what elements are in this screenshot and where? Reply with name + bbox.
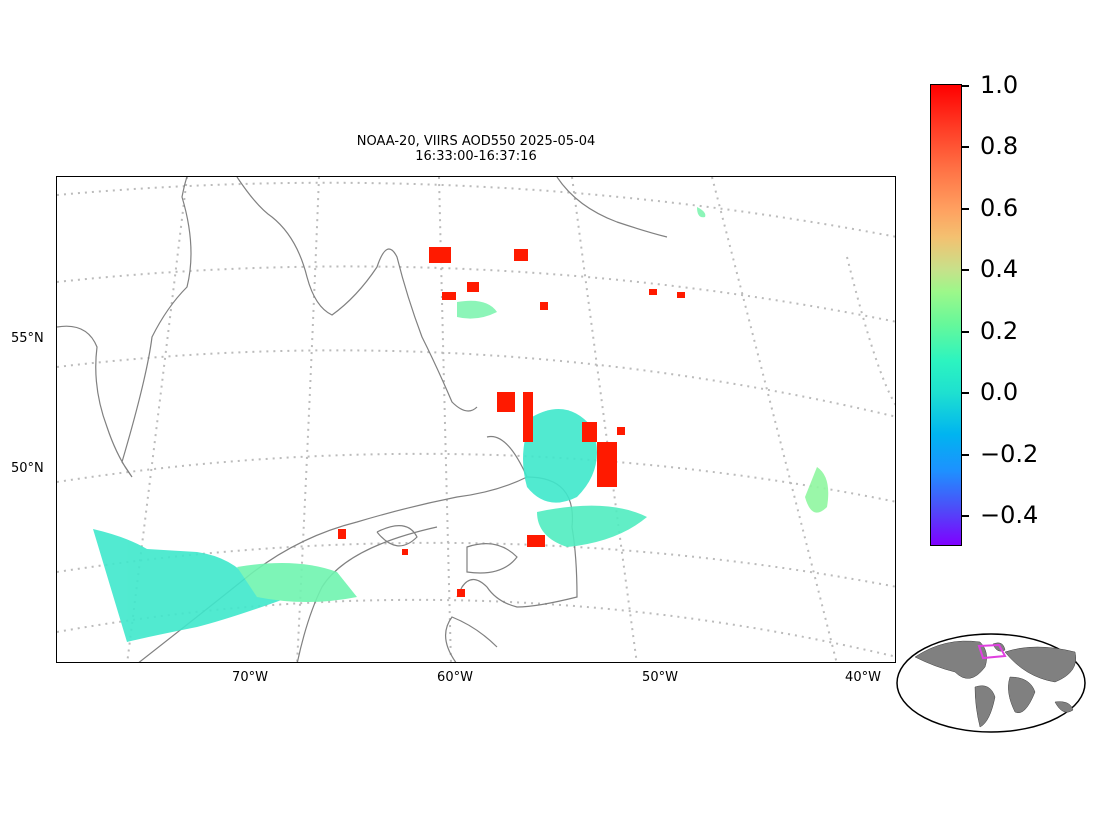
- colorbar-tick: [962, 269, 969, 271]
- colorbar-label: 1.0: [980, 71, 1019, 99]
- lat-label-55: 55°N: [11, 331, 44, 346]
- lon-label-40w: 40°W: [845, 670, 881, 685]
- colorbar-label: 0.2: [980, 317, 1019, 345]
- inset-globe-map: [895, 632, 1087, 734]
- colorbar-label: 0.8: [980, 132, 1019, 160]
- colorbar-label: 0.0: [980, 378, 1019, 406]
- colorbar-label: 0.4: [980, 255, 1019, 283]
- lat-label-50: 50°N: [11, 461, 44, 476]
- lon-label-70w: 70°W: [232, 670, 268, 685]
- inset-region-box: [977, 643, 1007, 660]
- aod-high-values: [338, 247, 685, 597]
- colorbar-tick: [962, 208, 969, 210]
- colorbar-tick: [962, 331, 969, 333]
- map-title-line2: 16:33:00-16:37:16: [415, 149, 537, 164]
- lon-label-50w: 50°W: [642, 670, 678, 685]
- colorbar-label: −0.2: [980, 440, 1039, 468]
- colorbar-tick: [962, 392, 969, 394]
- colorbar-tick: [962, 454, 969, 456]
- colorbar-label: −0.4: [980, 501, 1039, 529]
- colorbar: [930, 84, 962, 546]
- graticule: [57, 177, 895, 662]
- aod-low-values: [93, 207, 829, 642]
- map-svg: [57, 177, 895, 662]
- colorbar-tick: [962, 515, 969, 517]
- inset-continents: [914, 640, 1077, 728]
- colorbar-label: 0.6: [980, 194, 1019, 222]
- map-title-line1: NOAA-20, VIIRS AOD550 2025-05-04: [356, 134, 596, 149]
- colorbar-tick: [962, 85, 969, 87]
- map-panel[interactable]: [56, 176, 896, 663]
- colorbar-tick: [962, 146, 969, 148]
- lon-label-60w: 60°W: [437, 670, 473, 685]
- inset-globe-svg: [896, 633, 1086, 733]
- map-title: NOAA-20, VIIRS AOD550 2025-05-04 16:33:0…: [276, 134, 676, 164]
